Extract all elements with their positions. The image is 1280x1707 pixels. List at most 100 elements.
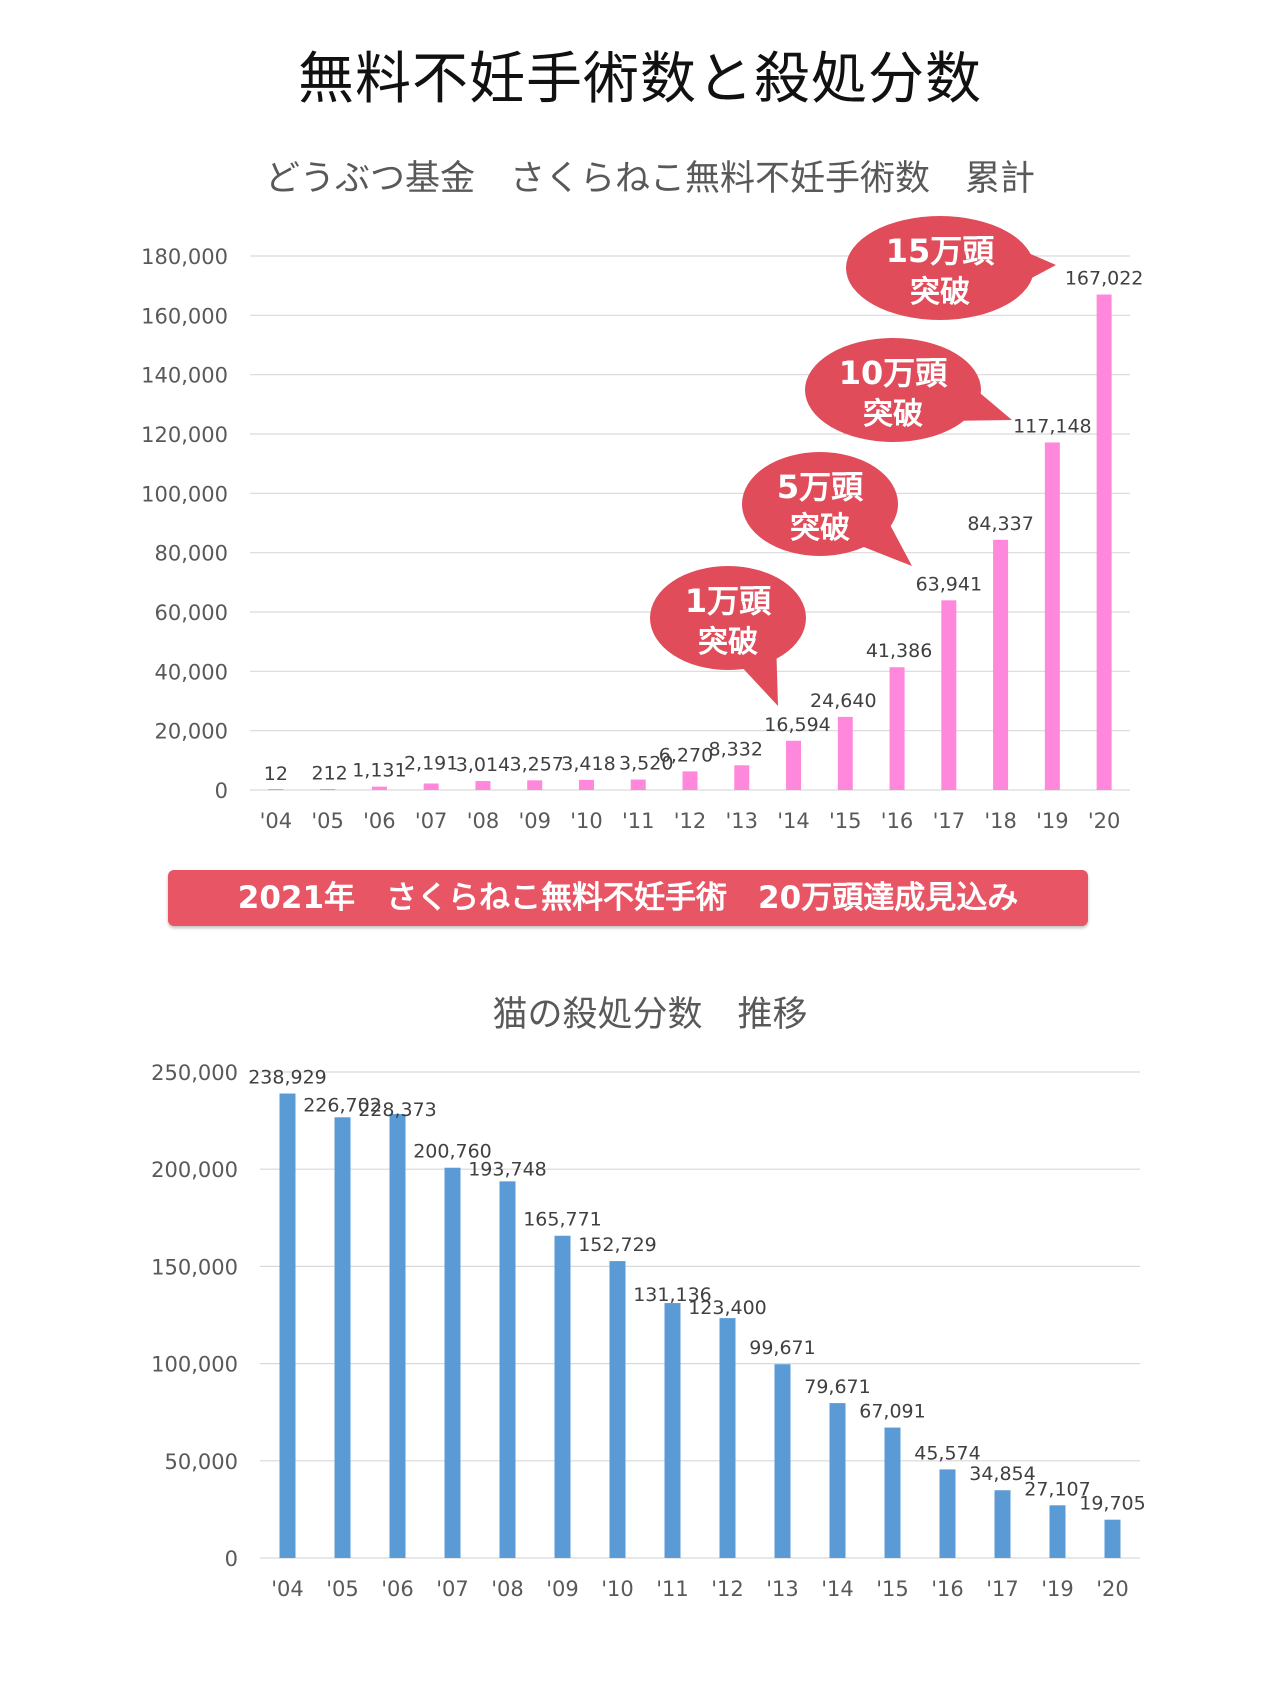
chart2-value-label: 79,671	[804, 1376, 870, 1398]
chart1-value-label: 16,594	[764, 714, 830, 736]
annotation-bubble	[650, 566, 806, 670]
chart2-value-label: 228,373	[358, 1099, 437, 1121]
chart1-bar	[1044, 442, 1060, 790]
annotation-line2: 突破	[698, 625, 758, 660]
chart2-value-label: 34,854	[969, 1463, 1035, 1485]
chart2-xtick-label: '09	[546, 1577, 579, 1601]
chart1-title: どうぶつ基金 さくらねこ無料不妊手術数 累計	[265, 159, 1035, 199]
chart1-ytick-label: 100,000	[141, 482, 228, 506]
annotation-bubble	[805, 338, 981, 442]
chart1-bar	[630, 779, 646, 790]
chart2-xtick-label: '11	[656, 1577, 689, 1601]
chart2-xtick-label: '10	[601, 1577, 634, 1601]
chart1-ytick-label: 120,000	[141, 423, 228, 447]
chart1-ytick-label: 60,000	[155, 601, 228, 625]
chart2-bar	[279, 1093, 296, 1558]
chart2-bar	[1049, 1505, 1066, 1558]
chart1-xtick-label: '04	[260, 809, 293, 833]
chart2-ytick-label: 50,000	[165, 1450, 238, 1474]
chart1-xtick-label: '09	[518, 809, 551, 833]
chart1-bar	[268, 789, 284, 790]
annotation-line1: 1万頭	[685, 582, 772, 620]
annotation-bubble-tail	[856, 507, 912, 566]
chart2-xtick-label: '12	[711, 1577, 744, 1601]
chart2-xtick-label: '07	[436, 1577, 469, 1601]
chart1-value-label: 12	[264, 763, 288, 785]
chart1-bar	[889, 667, 905, 790]
chart2-ytick-label: 150,000	[151, 1255, 238, 1279]
chart1-value-label: 3,418	[561, 753, 615, 775]
chart1-bar	[475, 781, 491, 790]
chart2-xtick-label: '14	[821, 1577, 854, 1601]
chart2-xtick-label: '13	[766, 1577, 799, 1601]
chart2-ytick-label: 100,000	[151, 1353, 238, 1377]
chart2-xtick-label: '20	[1096, 1577, 1129, 1601]
chart1-bar	[993, 539, 1009, 790]
chart1-xtick-label: '11	[622, 809, 655, 833]
chart2-value-label: 193,748	[468, 1158, 547, 1180]
chart1-bar	[734, 765, 750, 790]
chart2-value-label: 123,400	[688, 1297, 767, 1319]
chart1-value-label: 167,022	[1065, 268, 1144, 290]
chart2-value-label: 131,136	[633, 1284, 712, 1306]
chart2-value-label: 45,574	[914, 1442, 980, 1464]
chart2-bar	[444, 1167, 461, 1558]
chart2-xtick-label: '05	[326, 1577, 359, 1601]
chart2-bar	[884, 1427, 901, 1558]
chart2-ytick-label: 200,000	[151, 1158, 238, 1182]
chart1-value-label: 2,191	[404, 753, 458, 775]
chart1-bar	[527, 780, 543, 790]
chart1-bar	[320, 789, 336, 790]
annotation-line2: 突破	[790, 511, 850, 546]
chart1-value-label: 117,148	[1013, 415, 1092, 437]
chart2-xtick-label: '04	[271, 1577, 304, 1601]
annotation-bubble	[846, 216, 1034, 320]
chart1-bar	[786, 740, 802, 790]
chart1-value-label: 3,014	[456, 754, 510, 776]
chart1-value-label: 6,270	[659, 744, 713, 766]
chart2-xtick-label: '06	[381, 1577, 414, 1601]
chart2-value-label: 67,091	[859, 1401, 925, 1423]
chart2-title: 猫の殺処分数 推移	[492, 995, 807, 1035]
chart1-xtick-label: '08	[467, 809, 500, 833]
chart2-value-label: 165,771	[523, 1209, 602, 1231]
chart2-value-label: 152,729	[578, 1234, 657, 1256]
annotation-line2: 突破	[863, 397, 923, 432]
chart2-bar	[609, 1261, 626, 1558]
chart2-bar	[939, 1469, 956, 1558]
chart1-value-label: 84,337	[967, 513, 1033, 535]
chart1-ytick-label: 160,000	[141, 304, 228, 328]
chart1-bar	[578, 779, 594, 790]
page-title: 無料不妊手術数と殺処分数	[298, 47, 982, 112]
chart2-xtick-label: '15	[876, 1577, 909, 1601]
chart1-ytick-label: 80,000	[155, 542, 228, 566]
chart2-bar	[389, 1114, 406, 1558]
chart1-value-label: 63,941	[916, 573, 982, 595]
chart1-bar	[837, 716, 853, 790]
chart1-value-label: 24,640	[810, 690, 876, 712]
chart2-bar	[664, 1303, 681, 1558]
chart2-bar	[774, 1364, 791, 1558]
chart1-xtick-label: '06	[363, 809, 396, 833]
chart2-bar	[994, 1490, 1011, 1558]
chart1-xtick-label: '07	[415, 809, 448, 833]
chart1-bar	[682, 771, 698, 790]
chart2-bar	[1104, 1519, 1121, 1558]
chart1-ytick-label: 140,000	[141, 364, 228, 388]
chart2-xtick-label: '16	[931, 1577, 964, 1601]
chart1-value-label: 8,332	[709, 738, 763, 760]
chart2-xtick-label: '17	[986, 1577, 1019, 1601]
annotation-bubble	[742, 452, 898, 556]
chart1-xtick-label: '05	[311, 809, 344, 833]
chart2-value-label: 99,671	[749, 1337, 815, 1359]
annotation-line1: 5万頭	[777, 468, 864, 506]
chart1-xtick-label: '18	[984, 809, 1017, 833]
chart1-xtick-label: '17	[933, 809, 966, 833]
chart2-value-label: 19,705	[1079, 1493, 1145, 1515]
annotation-line1: 15万頭	[886, 232, 996, 270]
goal-banner: 2021年 さくらねこ無料不妊手術 20万頭達成見込み	[168, 870, 1088, 926]
chart1-value-label: 212	[312, 762, 348, 784]
chart2-xtick-label: '08	[491, 1577, 524, 1601]
chart1-ytick-label: 180,000	[141, 245, 228, 269]
cumulative-surgery-chart: どうぶつ基金 さくらねこ無料不妊手術数 累計 0 20,000 40,000 60,00…	[141, 159, 1144, 833]
